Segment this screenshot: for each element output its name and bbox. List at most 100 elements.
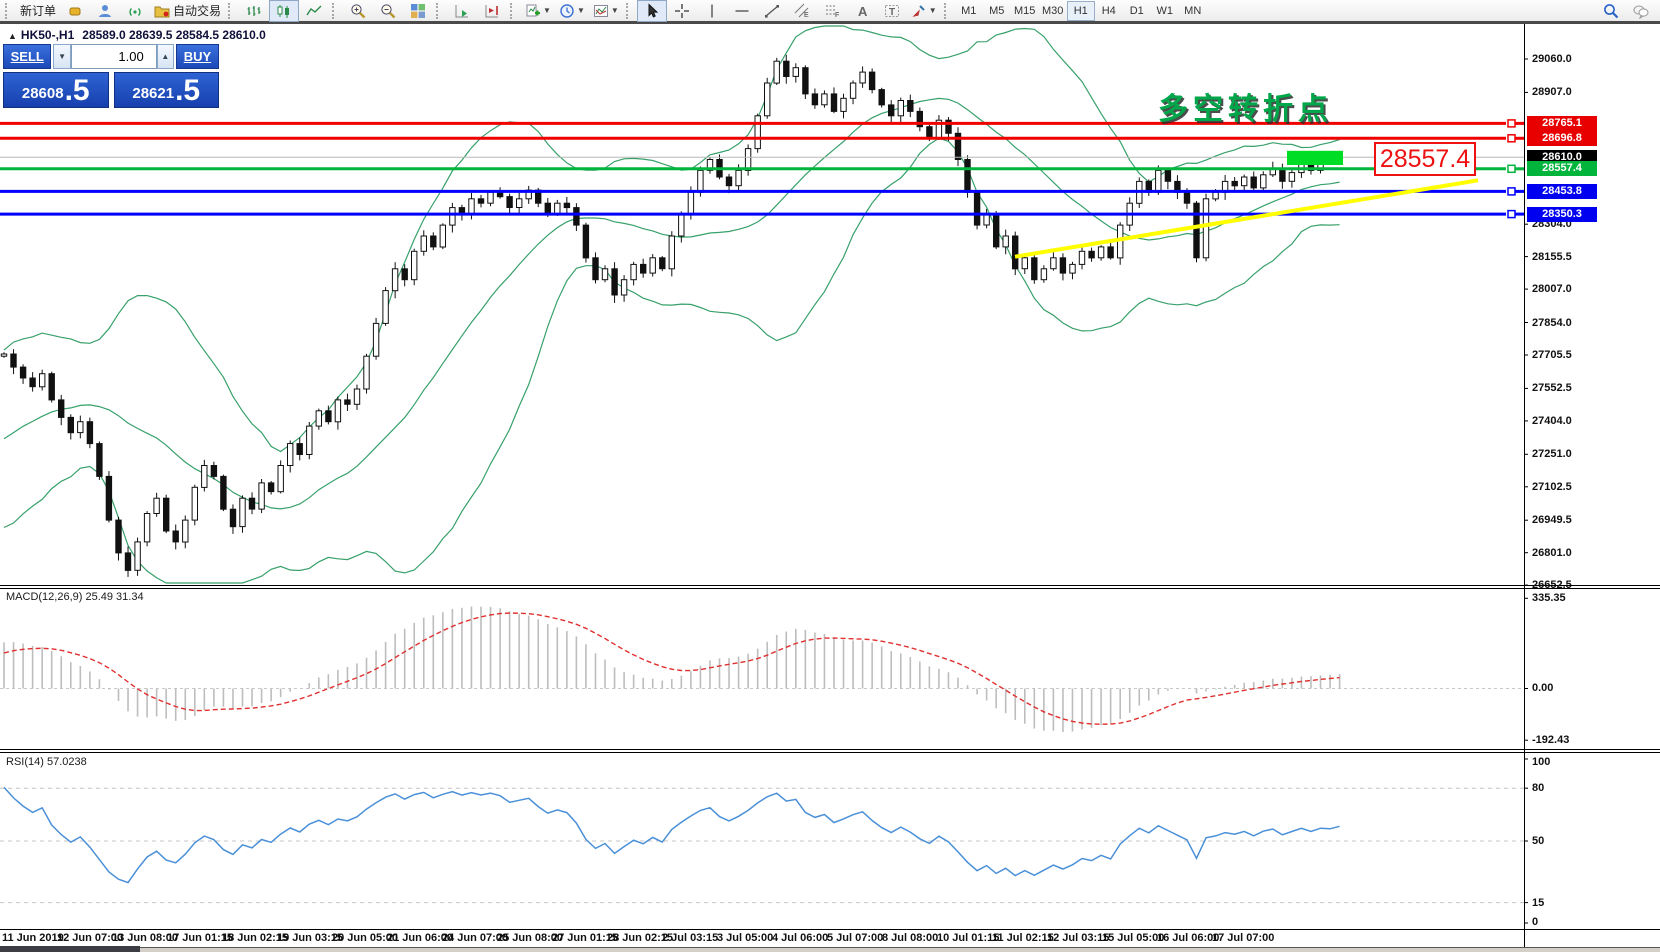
trendline-icon[interactable] [757, 0, 787, 22]
timeframe-h4-button[interactable]: H4 [1101, 4, 1116, 17]
price-axis-label: 27251.0 [1532, 448, 1572, 461]
price-axis[interactable]: 29060.0 28907.0 28304.0 28155.5 28007.0 27854… [1526, 0, 1660, 952]
crosshair-icon [674, 3, 690, 19]
horizontal-line-icon[interactable] [727, 0, 757, 22]
profiles-button-dropdown-icon[interactable]: ▼ [576, 6, 585, 15]
toolbar-grip [436, 2, 443, 19]
toolbar-grip [5, 2, 12, 19]
text-label-icon[interactable]: T [877, 0, 907, 22]
time-axis[interactable]: 11 Jun 2019 12 Jun 07:00 13 Jun 08:00 17 Ju… [0, 932, 1524, 947]
current-price-tag: 28610.0 [1527, 149, 1597, 165]
signals-icon[interactable] [120, 0, 150, 22]
fibonacci-icon: F [824, 3, 840, 19]
indicators-button [593, 3, 609, 19]
price-callout-box[interactable]: 28557.4 [1374, 142, 1476, 176]
rsi-label: RSI(14) 57.0238 [6, 756, 87, 768]
chat-icon[interactable] [1626, 0, 1656, 22]
metaeditor-icon [67, 3, 83, 19]
toolbar: 新订单 自动交易 ▼ ▼ ▼ E F A T ▼ M1 M5 M15 M30 H1 H4 D1 W1 MN [0, 0, 1660, 24]
timeframe-m15-button[interactable]: M15 [1014, 4, 1036, 17]
fibonacci-icon[interactable]: F [817, 0, 847, 22]
new-chart-button[interactable]: ▼ [521, 0, 555, 22]
auto-scroll-icon[interactable] [447, 0, 477, 22]
bar-chart-icon[interactable] [239, 0, 269, 22]
level-price-tag: 28765.1 [1527, 115, 1597, 131]
time-axis-label: 11 Jul 02:15 [992, 932, 1054, 944]
auto-scroll-icon [454, 3, 470, 19]
time-axis-label: 25 Jun 08:00 [497, 932, 564, 944]
chart-annotation-text[interactable]: 多空转折点 [1158, 93, 1333, 126]
toolbar-grip [228, 2, 235, 19]
auto-trading-button[interactable]: 自动交易 [150, 0, 225, 22]
time-axis-label: 21 Jun 06:00 [387, 932, 454, 944]
auto-trading-button [154, 3, 170, 19]
timeframe-d1-button[interactable]: D1 [1129, 4, 1144, 17]
new-order-button[interactable]: 新订单 [16, 0, 60, 22]
tile-windows-icon[interactable] [403, 0, 433, 22]
macd-axis-label: 0.00 [1532, 682, 1554, 695]
zoom-out-icon[interactable] [373, 0, 403, 22]
indicators-button-dropdown-icon[interactable]: ▼ [610, 6, 619, 15]
time-axis-label: 10 Jul 01:15 [937, 932, 1000, 944]
price-axis-label: 26949.5 [1532, 514, 1572, 527]
sell-price-button[interactable]: 28608.5 [3, 72, 109, 108]
arrows-icon[interactable]: ▼ [907, 0, 941, 22]
price-axis-label: 28907.0 [1532, 86, 1572, 99]
zoom-in-icon[interactable] [343, 0, 373, 22]
auto-trading-button-label: 自动交易 [173, 4, 222, 18]
volume-input[interactable] [70, 44, 157, 69]
rsi-axis-label: 0 [1532, 916, 1539, 928]
sell-button[interactable]: SELL [3, 44, 52, 69]
svg-text:A: A [858, 4, 868, 19]
search-icon[interactable] [1596, 0, 1626, 22]
price-axis-label: 29060.0 [1532, 52, 1572, 65]
chart-shift-icon[interactable] [477, 0, 507, 22]
timeframe-m1-button[interactable]: M1 [961, 4, 977, 17]
timeframe-h1-button[interactable]: H1 [1066, 0, 1095, 21]
volume-up-button[interactable]: ▲ [156, 44, 174, 69]
timeframe-m5-button[interactable]: M5 [989, 4, 1005, 17]
text-icon[interactable]: A [847, 0, 877, 22]
equidistant-channel-icon[interactable]: E [787, 0, 817, 22]
time-axis-label: 28 Jun 02:15 [607, 932, 674, 944]
line-chart-icon[interactable] [299, 0, 329, 22]
vertical-line-icon[interactable] [697, 0, 727, 22]
timeframe-m30-button[interactable]: M30 [1042, 4, 1064, 17]
time-axis-label: 19 Jun 03:15 [277, 932, 344, 944]
level-price-tag: 28696.8 [1527, 130, 1597, 146]
timeframe-w1-button[interactable]: W1 [1156, 4, 1173, 17]
time-axis-label: 5 Jul 07:00 [827, 932, 884, 944]
cursor-icon[interactable] [636, 0, 667, 22]
indicators-button[interactable]: ▼ [589, 0, 623, 22]
volume-down-button[interactable]: ▼ [53, 44, 71, 69]
buy-price-main: 28621 [132, 85, 175, 102]
buy-price-frac: .5 [175, 74, 201, 107]
time-axis-label: 4 Jul 06:00 [772, 932, 829, 944]
time-axis-label: 15 Jul 05:00 [1102, 932, 1165, 944]
timeframe-mn-button[interactable]: MN [1184, 4, 1202, 17]
profiles-button[interactable]: ▼ [555, 0, 589, 22]
time-axis-label: 27 Jun 01:15 [552, 932, 619, 944]
time-axis-label: 18 Jun 02:15 [222, 932, 289, 944]
crosshair-icon[interactable] [667, 0, 697, 22]
zoom-in-icon [350, 3, 366, 19]
collapse-arrow-icon[interactable]: ▲ [8, 31, 17, 41]
macd-axis-label: -192.43 [1532, 734, 1570, 747]
price-axis-label: 28155.5 [1532, 250, 1572, 263]
buy-button[interactable]: BUY [175, 44, 220, 69]
metaeditor-icon[interactable] [60, 0, 90, 22]
new-chart-button-dropdown-icon[interactable]: ▼ [543, 6, 551, 15]
candlestick-chart-icon[interactable] [269, 0, 300, 22]
buy-price-button[interactable]: 28621.5 [113, 72, 219, 108]
trendline-icon [764, 3, 780, 19]
arrows-icon [911, 3, 927, 19]
rsi-axis-label: 80 [1532, 782, 1545, 795]
cursor-icon [644, 2, 660, 19]
time-axis-label: 12 Jul 03:15 [1047, 932, 1110, 944]
navigator-icon[interactable] [90, 0, 120, 22]
profiles-button [559, 3, 575, 19]
arrows-icon-dropdown-icon[interactable]: ▼ [928, 6, 937, 15]
macd-label: MACD(12,26,9) 25.49 31.34 [6, 591, 144, 603]
